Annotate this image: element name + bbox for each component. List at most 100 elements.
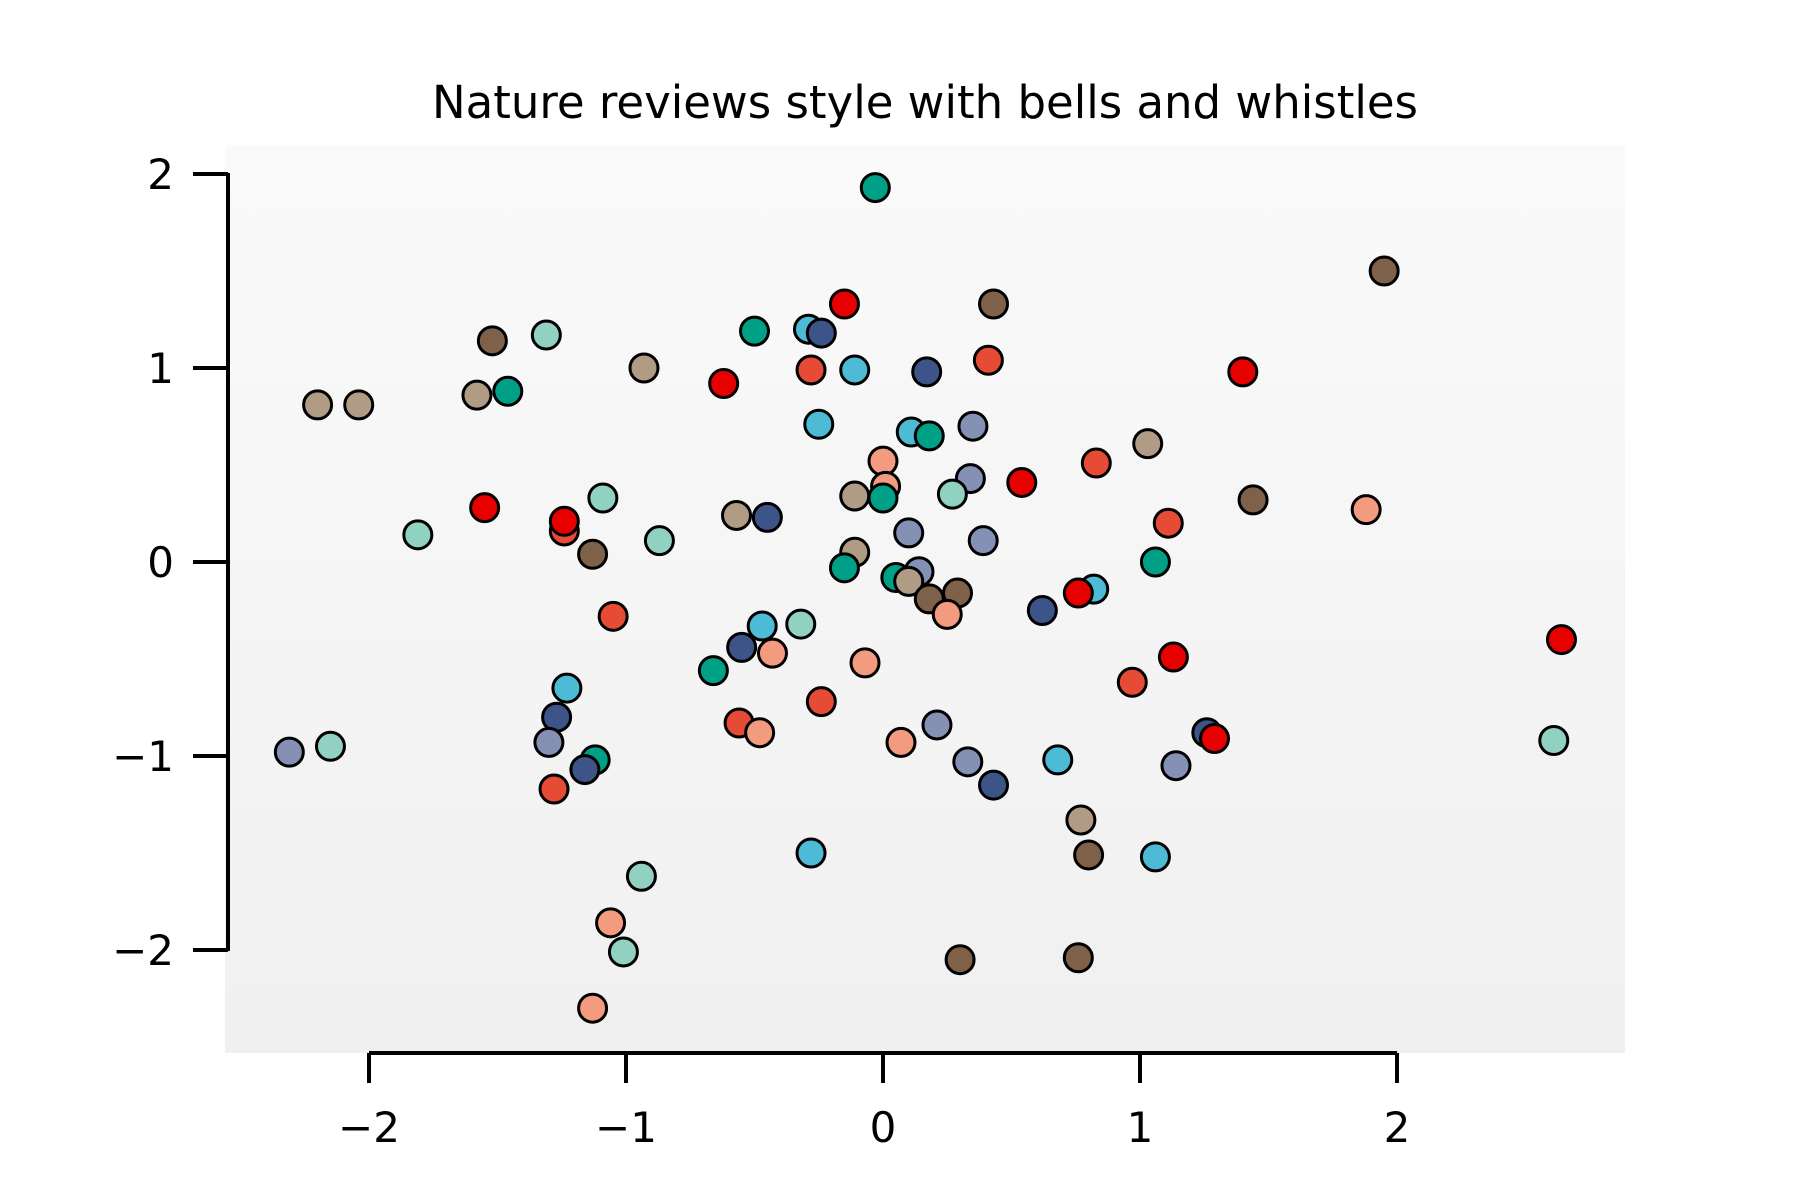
scatter-point — [643, 525, 675, 557]
scatter-point — [1157, 641, 1189, 673]
y-tick-label: −1 — [112, 732, 174, 781]
scatter-point — [1073, 839, 1105, 871]
scatter-point — [859, 172, 891, 204]
scatter-point — [1042, 744, 1074, 776]
x-ticks: −2 −1 0 1 2 — [338, 1053, 1410, 1152]
scatter-point — [273, 736, 305, 768]
scatter-point — [697, 655, 729, 687]
scatter-point — [1080, 447, 1112, 479]
scatter-point — [744, 717, 776, 749]
scatter-point — [913, 420, 945, 452]
scatter-point — [551, 672, 583, 704]
scatter-point — [533, 726, 565, 758]
scatter-point — [785, 608, 817, 640]
scatter-point — [805, 686, 837, 718]
scatter-point — [944, 944, 976, 976]
scatter-point — [805, 317, 837, 349]
scatter-point — [492, 375, 524, 407]
scatter-point — [746, 610, 778, 642]
scatter-point — [1538, 724, 1570, 756]
scatter-point — [867, 445, 899, 477]
scatter-point — [607, 936, 639, 968]
scatter-point — [911, 356, 943, 388]
scatter-point — [795, 837, 827, 869]
scatter-point — [921, 709, 953, 741]
scatter-point — [721, 499, 753, 531]
scatter-point — [1237, 484, 1269, 516]
scatter-point — [530, 319, 562, 351]
scatter-point — [885, 726, 917, 758]
scatter-point — [577, 992, 609, 1024]
scatter-point — [1368, 255, 1400, 287]
x-tick-label: 2 — [1384, 1103, 1411, 1152]
scatter-point — [1116, 666, 1148, 698]
scatter-point — [936, 478, 968, 510]
scatter-point — [597, 600, 629, 632]
scatter-point — [595, 907, 627, 939]
scatter-point — [957, 410, 989, 442]
scatter-point — [967, 525, 999, 557]
scatter-point — [625, 860, 657, 892]
y-tick-label: −2 — [112, 926, 174, 975]
scatter-point — [628, 352, 660, 384]
scatter-point — [314, 730, 346, 762]
chart-title: Nature reviews style with bells and whis… — [432, 76, 1418, 129]
x-tick-label: −2 — [338, 1103, 400, 1152]
scatter-point — [1139, 841, 1171, 873]
scatter-point — [569, 754, 601, 786]
scatter-point — [828, 552, 860, 584]
scatter-point — [751, 501, 783, 533]
scatter-point — [1545, 624, 1577, 656]
scatter-point — [839, 480, 871, 512]
scatter-point — [402, 519, 434, 551]
scatter-point — [795, 354, 827, 386]
scatter-point — [726, 631, 758, 663]
scatter-point — [803, 408, 835, 440]
x-tick-label: −1 — [595, 1103, 657, 1152]
y-tick-label: 2 — [147, 150, 174, 199]
scatter-point — [577, 538, 609, 570]
scatter-point — [587, 482, 619, 514]
scatter-point — [1062, 942, 1094, 974]
scatter-point — [302, 389, 334, 421]
scatter-point — [849, 647, 881, 679]
scatter-point — [1160, 750, 1192, 782]
scatter-point — [1350, 494, 1382, 526]
scatter-point — [1152, 507, 1184, 539]
scatter-point — [708, 368, 740, 400]
scatter-point — [931, 598, 963, 630]
scatter-point — [828, 288, 860, 320]
scatter-point — [1132, 428, 1164, 460]
scatter-point — [1062, 577, 1094, 609]
scatter-point — [1227, 356, 1259, 388]
y-tick-label: 0 — [147, 538, 174, 587]
scatter-point — [1026, 595, 1058, 626]
scatter-point — [1065, 804, 1097, 836]
x-tick-label: 1 — [1127, 1103, 1154, 1152]
scatter-point — [461, 379, 493, 411]
y-tick-label: 1 — [147, 344, 174, 393]
scatter-point — [867, 482, 899, 514]
scatter-point — [1006, 466, 1038, 498]
scatter-point — [538, 773, 570, 805]
y-ticks: −2 −1 0 1 2 — [112, 150, 228, 975]
scatter-point — [1199, 723, 1231, 755]
scatter-point — [469, 492, 501, 524]
scatter-point — [476, 325, 508, 357]
scatter-point — [839, 354, 871, 386]
scatter-point — [893, 565, 925, 597]
points-layer — [273, 172, 1577, 1024]
scatter-point — [893, 517, 925, 549]
scatter-point — [978, 288, 1010, 320]
scatter-point — [978, 769, 1010, 801]
x-tick-label: 0 — [870, 1103, 897, 1152]
scatter-point — [756, 637, 788, 669]
scatter-point — [972, 344, 1004, 376]
scatter-point — [1139, 546, 1171, 578]
scatter-point — [739, 315, 770, 347]
scatter-point — [952, 746, 984, 778]
scatter-point — [541, 701, 573, 733]
scatter-point — [548, 505, 580, 537]
scatter-point — [343, 389, 375, 421]
